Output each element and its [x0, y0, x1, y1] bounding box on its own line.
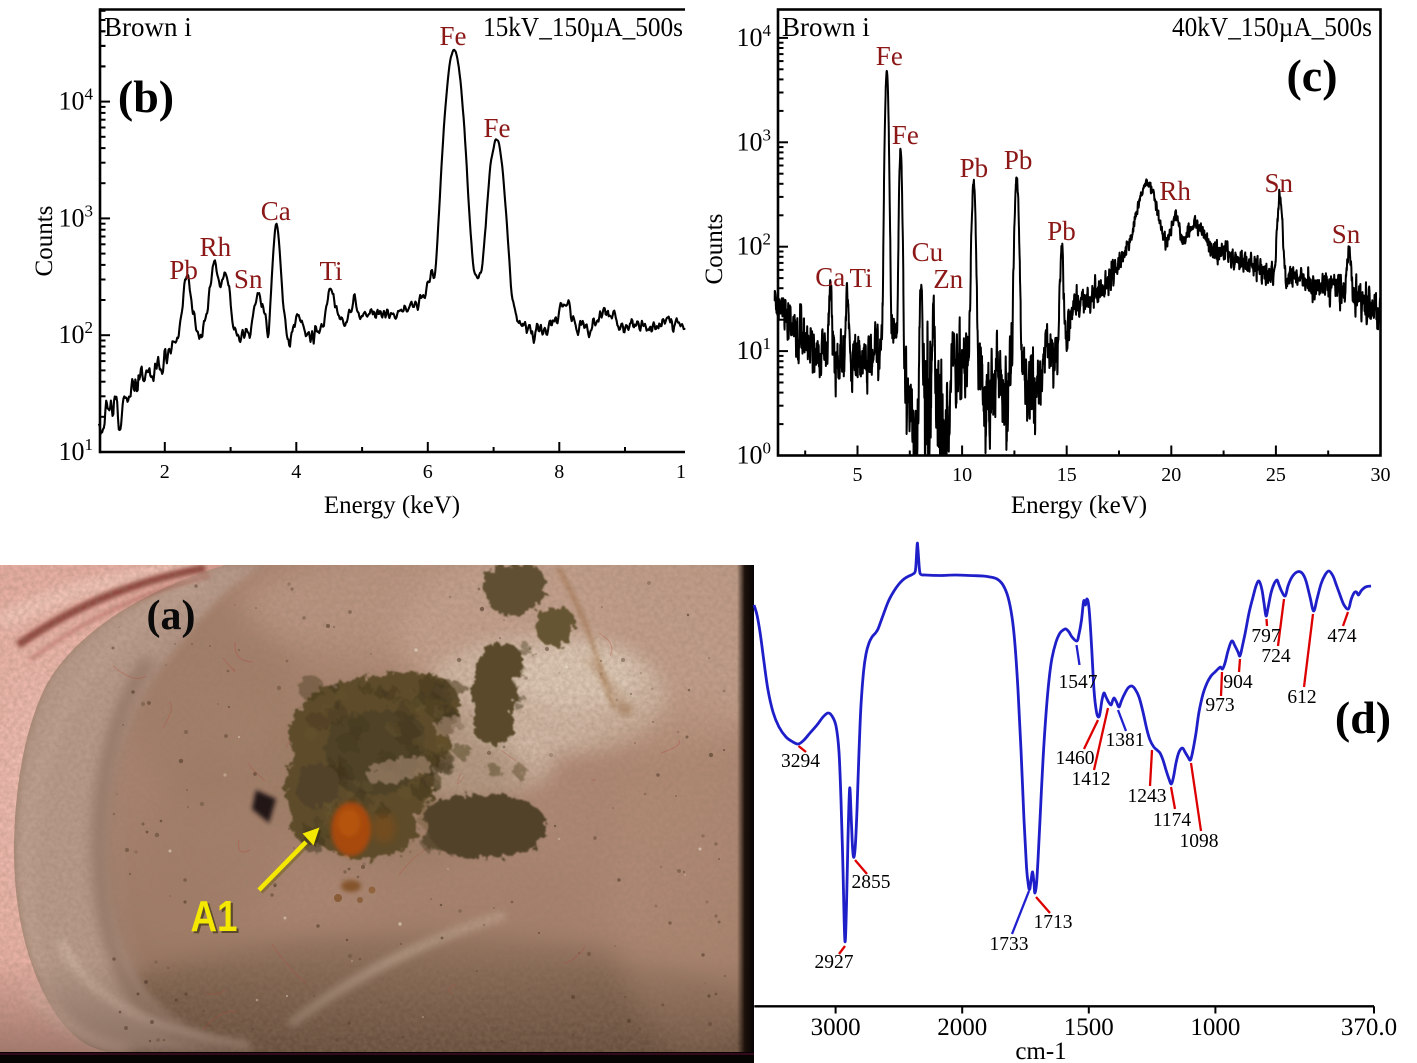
svg-text:Counts: Counts	[701, 214, 728, 285]
svg-text:612: 612	[1287, 687, 1316, 708]
svg-text:Fe: Fe	[876, 41, 903, 71]
svg-text:2: 2	[160, 461, 170, 483]
svg-text:8: 8	[554, 461, 564, 483]
svg-text:cm-1: cm-1	[1015, 1038, 1066, 1063]
svg-text:5: 5	[853, 464, 863, 486]
svg-text:(d): (d)	[1335, 692, 1391, 743]
svg-text:(c): (c)	[1286, 50, 1337, 101]
svg-text:Sn: Sn	[1332, 219, 1361, 249]
svg-text:3294: 3294	[781, 751, 820, 772]
svg-text:1000: 1000	[1190, 1014, 1240, 1041]
svg-text:1174: 1174	[1153, 810, 1192, 831]
svg-text:25: 25	[1266, 464, 1286, 486]
svg-text:10: 10	[952, 464, 972, 486]
svg-text:A1: A1	[193, 894, 240, 943]
svg-text:Rh: Rh	[200, 232, 232, 262]
svg-text:1500: 1500	[1064, 1014, 1114, 1041]
svg-text:Energy (keV): Energy (keV)	[324, 492, 460, 519]
svg-text:Fe: Fe	[440, 21, 467, 51]
svg-text:1412: 1412	[1072, 769, 1111, 790]
svg-text:Ti: Ti	[319, 256, 342, 286]
svg-text:904: 904	[1223, 672, 1253, 693]
svg-text:4: 4	[291, 461, 301, 483]
svg-text:2855: 2855	[852, 872, 891, 893]
svg-text:Sn: Sn	[1265, 168, 1294, 198]
svg-text:3000: 3000	[811, 1014, 861, 1041]
svg-text:370.0: 370.0	[1341, 1014, 1397, 1041]
svg-text:Pb: Pb	[1047, 216, 1076, 246]
svg-text:Brown i: Brown i	[782, 12, 870, 42]
svg-text:A1: A1	[191, 892, 238, 941]
svg-text:20: 20	[1161, 464, 1181, 486]
svg-text:973: 973	[1205, 695, 1234, 716]
svg-text:1460: 1460	[1056, 748, 1095, 769]
svg-text:Sn: Sn	[234, 264, 263, 294]
svg-text:Cu: Cu	[912, 237, 944, 267]
svg-text:30: 30	[1371, 464, 1391, 486]
svg-text:(b): (b)	[118, 71, 174, 122]
svg-text:Zn: Zn	[933, 264, 963, 294]
svg-text:Energy (keV): Energy (keV)	[1011, 492, 1147, 519]
svg-text:Pb: Pb	[1004, 145, 1033, 175]
svg-text:Ca: Ca	[815, 262, 845, 292]
svg-text:1547: 1547	[1059, 672, 1098, 693]
svg-text:Counts: Counts	[31, 206, 58, 277]
svg-text:1713: 1713	[1034, 912, 1073, 933]
svg-text:Fe: Fe	[892, 120, 919, 150]
svg-text:Pb: Pb	[169, 255, 198, 285]
svg-text:724: 724	[1261, 646, 1291, 667]
svg-text:1733: 1733	[990, 934, 1029, 955]
svg-text:Pb: Pb	[960, 153, 989, 183]
svg-text:1098: 1098	[1180, 831, 1219, 852]
svg-text:1381: 1381	[1106, 730, 1145, 751]
svg-text:40kV_150µA_500s: 40kV_150µA_500s	[1172, 12, 1372, 42]
svg-text:Ti: Ti	[849, 263, 872, 293]
svg-text:797: 797	[1251, 626, 1281, 647]
svg-text:2000: 2000	[937, 1014, 987, 1041]
svg-text:1243: 1243	[1128, 786, 1167, 807]
svg-text:1: 1	[676, 461, 686, 483]
svg-text:Brown i: Brown i	[104, 12, 192, 42]
svg-text:Fe: Fe	[484, 113, 511, 143]
svg-text:474: 474	[1327, 626, 1357, 647]
svg-text:Rh: Rh	[1159, 176, 1191, 206]
svg-text:15kV_150µA_500s: 15kV_150µA_500s	[483, 12, 683, 42]
svg-text:6: 6	[423, 461, 433, 483]
svg-text:2927: 2927	[815, 952, 854, 973]
svg-text:(a): (a)	[147, 593, 196, 639]
svg-text:102: 102	[59, 318, 94, 349]
svg-text:102: 102	[737, 230, 772, 261]
svg-text:Ca: Ca	[261, 196, 291, 226]
svg-text:15: 15	[1057, 464, 1077, 486]
